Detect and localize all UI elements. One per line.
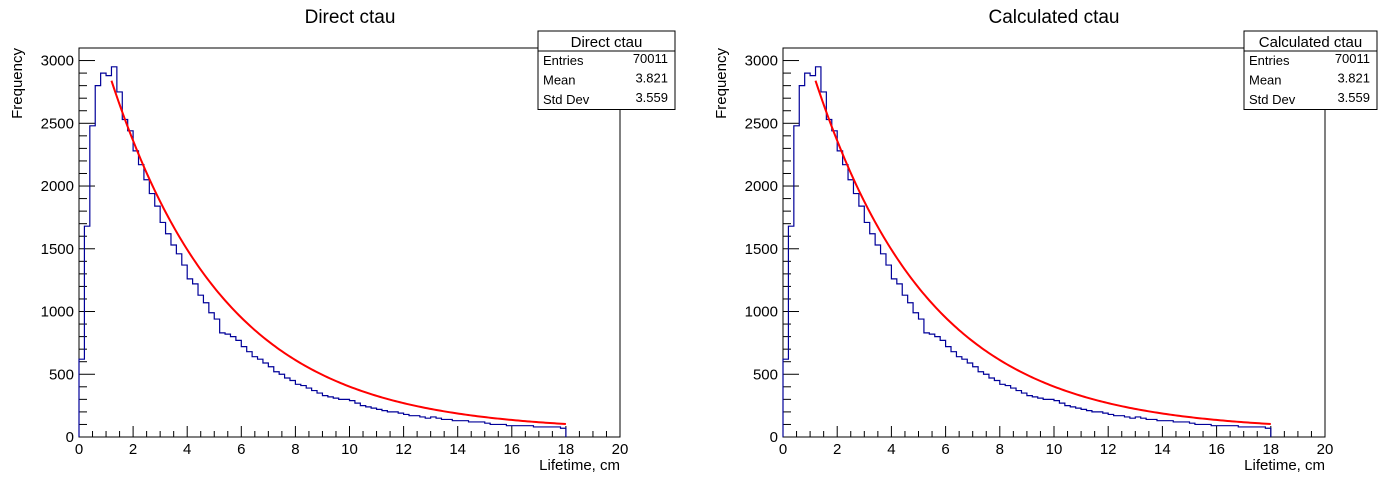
y-tick-label: 2000	[41, 178, 74, 195]
stats-value: 3.821	[1337, 71, 1370, 86]
x-tick-label: 0	[75, 441, 83, 458]
x-tick-label: 2	[129, 441, 137, 458]
stats-value: 70011	[1335, 51, 1370, 66]
chart-1: Direct ctau 0 2 4 6 8 10 12 14 16 18 20 0 500 1000 1500…	[9, 7, 676, 474]
x-tick-label: 10	[1046, 441, 1063, 458]
x-tick-label: 12	[1100, 441, 1117, 458]
x-tick-label: 0	[779, 441, 787, 458]
chart-2: Calculated ctau 0 2 4 6 8 10 12 14 16 18 20 0 500 1000…	[713, 7, 1378, 474]
stats-header: Direct ctau	[571, 34, 643, 51]
y-tick-label: 2500	[41, 115, 74, 132]
fit-curve	[814, 80, 1271, 426]
x-tick-label: 16	[1208, 441, 1225, 458]
x-tick-label: 20	[1317, 441, 1334, 458]
stats-label: Std Dev	[543, 92, 590, 107]
x-axis-label: Lifetime, cm	[539, 457, 620, 474]
stats-value: 3.559	[1337, 90, 1370, 105]
y-axis-label: Frequency	[9, 48, 26, 119]
y-tick-label: 0	[66, 429, 74, 446]
stats-label: Mean	[543, 73, 576, 88]
stats-value: 70011	[633, 51, 668, 66]
y-tick-label: 2000	[745, 178, 778, 195]
x-tick-label: 8	[996, 441, 1004, 458]
stats-box	[537, 30, 676, 110]
fit-curve	[110, 80, 566, 426]
x-tick-label: 6	[237, 441, 245, 458]
y-tick-label: 1500	[41, 241, 74, 258]
stats-value: 3.559	[635, 90, 668, 105]
chart-title: Direct ctau	[305, 7, 396, 28]
y-tick-label: 1500	[745, 241, 778, 258]
x-tick-label: 8	[291, 441, 299, 458]
x-tick-label: 12	[395, 441, 412, 458]
y-tick-label: 0	[770, 429, 778, 446]
x-tick-label: 2	[833, 441, 841, 458]
stats-value: 3.821	[635, 71, 668, 86]
y-tick-label: 500	[49, 366, 74, 383]
stats-label: Mean	[1249, 73, 1282, 88]
stats-box	[1243, 30, 1378, 110]
y-axis-label: Frequency	[713, 48, 730, 119]
x-tick-label: 4	[887, 441, 895, 458]
y-tick-label: 500	[753, 366, 778, 383]
x-tick-label: 4	[183, 441, 191, 458]
histogram-series	[78, 66, 567, 437]
x-tick-label: 10	[341, 441, 358, 458]
stats-label: Entries	[543, 53, 584, 68]
stats-header: Calculated ctau	[1259, 34, 1362, 51]
histogram-series	[782, 66, 1272, 437]
x-tick-label: 14	[449, 441, 466, 458]
y-tick-label: 3000	[745, 53, 778, 70]
x-tick-label: 14	[1154, 441, 1171, 458]
x-tick-label: 16	[503, 441, 520, 458]
y-tick-label: 1000	[41, 304, 74, 321]
chart-title: Calculated ctau	[989, 7, 1120, 28]
x-tick-label: 18	[1262, 441, 1279, 458]
y-tick-label: 3000	[41, 53, 74, 70]
y-tick-label: 2500	[745, 115, 778, 132]
y-tick-label: 1000	[745, 304, 778, 321]
x-tick-label: 6	[941, 441, 949, 458]
x-axis-label: Lifetime, cm	[1244, 457, 1325, 474]
x-tick-label: 20	[612, 441, 629, 458]
stats-label: Std Dev	[1249, 92, 1296, 107]
x-tick-label: 18	[558, 441, 575, 458]
stats-label: Entries	[1249, 53, 1290, 68]
